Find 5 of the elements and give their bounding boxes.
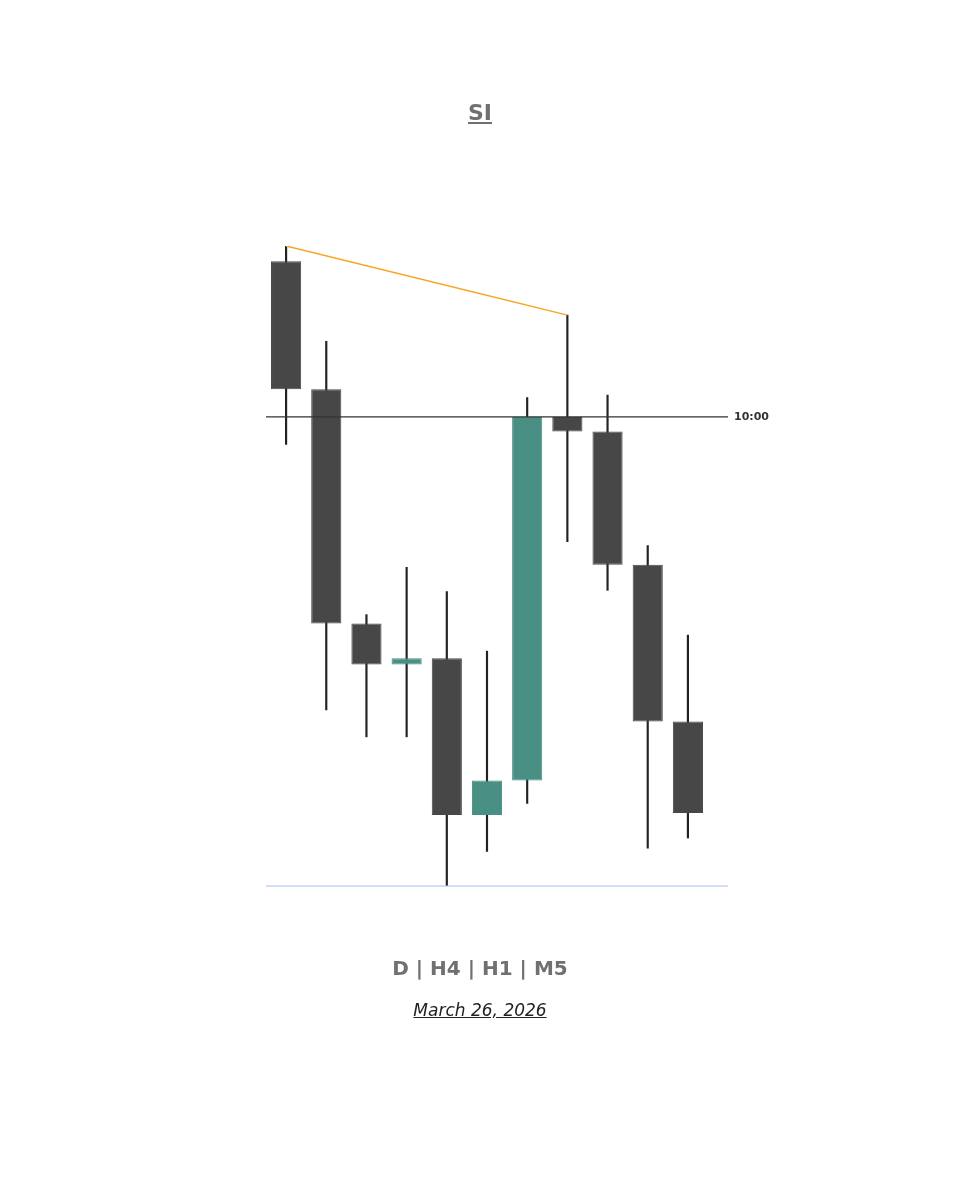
- candlestick: [351, 614, 382, 738]
- text: D | H4 | H1 | M5: [391, 956, 569, 980]
- text: March 26, 2026: [412, 1000, 548, 1020]
- chart-title: SI: [467, 100, 493, 127]
- text: 10:00: [734, 409, 770, 423]
